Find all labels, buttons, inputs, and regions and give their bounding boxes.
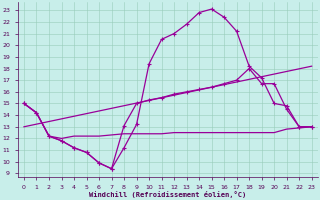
X-axis label: Windchill (Refroidissement éolien,°C): Windchill (Refroidissement éolien,°C) [89,191,246,198]
